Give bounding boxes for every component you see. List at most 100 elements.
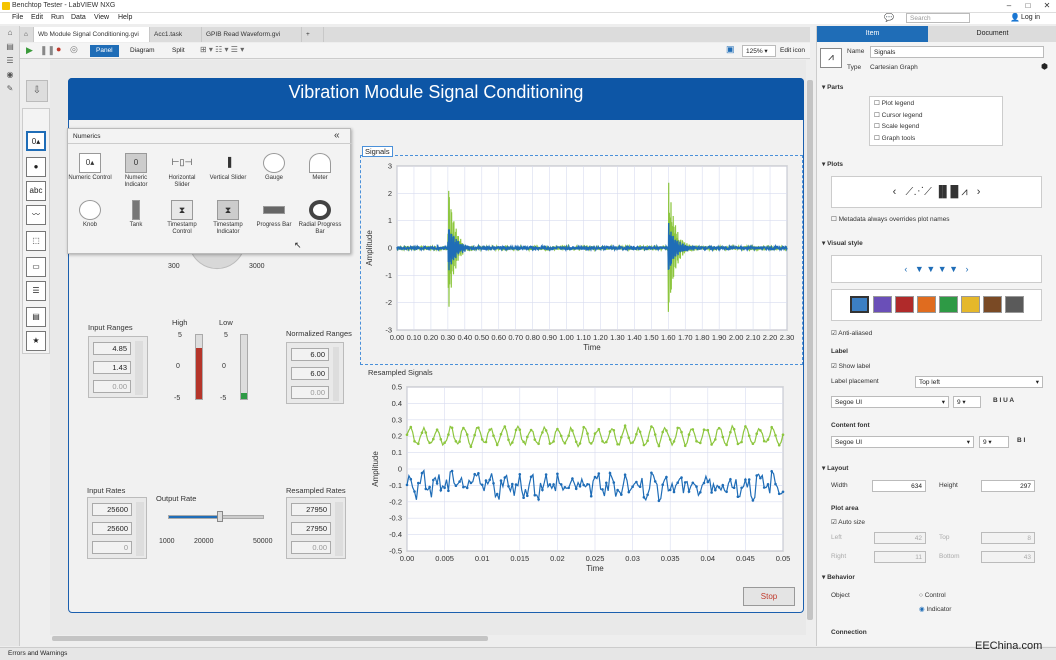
array-element[interactable]: 1.43 xyxy=(93,361,131,374)
collapse-icon[interactable]: « xyxy=(334,130,340,141)
label-font-select[interactable]: Segoe UI ▾ xyxy=(831,396,949,408)
menu-view[interactable]: View xyxy=(94,14,110,21)
panel-button[interactable]: Panel xyxy=(90,45,119,57)
numeric-category-icon[interactable]: 0▴ xyxy=(26,131,46,151)
timestamp-control-item[interactable]: ⧗ Timestamp Control xyxy=(160,200,204,236)
content-size-select[interactable]: 9 ▾ xyxy=(979,436,1009,448)
height-field[interactable]: 297 xyxy=(981,480,1035,492)
string-category-icon[interactable]: abc xyxy=(26,181,46,201)
tab-item[interactable]: Item xyxy=(817,26,928,42)
high-slider-track[interactable] xyxy=(195,334,203,400)
align-icon[interactable]: ⊞ ▾ ☷ ▾ ☰ ▾ xyxy=(200,45,245,54)
table-category-icon[interactable]: ☰ xyxy=(26,281,46,301)
stop-button[interactable]: Stop xyxy=(743,587,795,606)
color-swatch[interactable] xyxy=(850,296,869,313)
section-visual-style[interactable]: ▾ Visual style xyxy=(822,240,863,247)
tab-module[interactable]: Wb Module Signal Conditioning.gvi ✕ xyxy=(34,27,150,53)
array-element[interactable]: 25600 xyxy=(92,522,132,535)
home-tab-icon[interactable]: ⌂ xyxy=(20,27,34,42)
show-label-checkbox[interactable]: ☑ Show label xyxy=(831,363,871,370)
normalized-ranges-array[interactable]: 6.00 6.00 0.00 xyxy=(286,342,344,404)
new-tab-button[interactable]: + xyxy=(302,27,324,42)
menu-help[interactable]: Help xyxy=(118,14,133,21)
content-bold-button[interactable]: B I xyxy=(1017,437,1026,444)
width-field[interactable]: 634 xyxy=(872,480,926,492)
color-swatch[interactable] xyxy=(917,296,936,313)
resampled-rates-array[interactable]: 27950 27950 0.00 xyxy=(286,497,346,559)
stack-icon[interactable]: ☰ xyxy=(6,56,14,65)
zoom-select[interactable]: 125% ▾ xyxy=(742,45,776,57)
array-element[interactable]: 25600 xyxy=(92,503,132,516)
array-scrollbar[interactable] xyxy=(335,502,343,556)
auto-size-checkbox[interactable]: ☑ Auto size xyxy=(831,519,866,526)
section-parts[interactable]: ▾ Parts xyxy=(822,84,844,91)
tools-icon[interactable]: ✎ xyxy=(6,84,14,93)
line-style-carousel[interactable]: ‹ ▼ ▼ ▼ ▼ › xyxy=(831,255,1042,283)
decoration-category-icon[interactable]: ★ xyxy=(26,331,46,351)
bold-button[interactable]: B I U A xyxy=(993,397,1015,404)
color-swatch[interactable] xyxy=(873,296,892,313)
knob-item[interactable]: Knob xyxy=(68,200,112,229)
array-scrollbar[interactable] xyxy=(135,341,143,395)
container-category-icon[interactable]: ⬚ xyxy=(26,231,46,251)
edit-icon-button[interactable]: Edit icon xyxy=(780,47,805,54)
input-rates-array[interactable]: 25600 25600 0 xyxy=(87,497,147,559)
document-icon[interactable]: ▤ xyxy=(6,42,14,51)
radial-progress-bar-item[interactable]: Radial Progress Bar xyxy=(298,200,342,236)
resampled-signals-graph[interactable]: 0.00 0.005 0.01 0.015 0.02 0.025 0.03 0.035 0.04… xyxy=(366,381,796,579)
search-input[interactable]: Search xyxy=(906,13,970,23)
menu-edit[interactable]: Edit xyxy=(31,14,44,21)
user-icon[interactable]: 👤 xyxy=(1010,13,1020,22)
gauge-item[interactable]: Gauge xyxy=(252,153,296,182)
canvas-horizontal-scrollbar[interactable] xyxy=(52,636,488,641)
label-placement-select[interactable]: Top left ▾ xyxy=(915,376,1043,388)
maximize-button[interactable]: □ xyxy=(1025,1,1031,10)
plot-style-carousel[interactable]: ‹ ⟋⋰⟋ ▐▌█ ⩘ › xyxy=(831,176,1042,208)
settings-icon[interactable]: ⬢ xyxy=(1041,62,1048,71)
timestamp-indicator-item[interactable]: ⧗ Timestamp Indicator xyxy=(206,200,250,236)
menu-run[interactable]: Run xyxy=(51,14,64,21)
anti-aliased-checkbox[interactable]: ☑ Anti-aliased xyxy=(831,330,873,337)
menu-data[interactable]: Data xyxy=(71,14,86,21)
io-category-icon[interactable]: ▤ xyxy=(26,307,46,327)
horizontal-slider-item[interactable]: ⊢▯⊣ Horizontal Slider xyxy=(168,157,196,188)
array-element[interactable]: 0.00 xyxy=(93,380,131,393)
numeric-indicator-item[interactable]: 0 Numeric Indicator xyxy=(114,153,158,189)
part-scale-legend[interactable]: ☐ Scale legend xyxy=(874,123,920,130)
signals-graph-selection[interactable] xyxy=(360,155,803,365)
color-swatch[interactable] xyxy=(983,296,1002,313)
pause-icon[interactable]: ❚❚ xyxy=(40,45,56,55)
vertical-slider-item[interactable]: ▐ Vertical Slider xyxy=(209,157,247,181)
split-button[interactable]: Split xyxy=(172,47,185,54)
section-behavior[interactable]: ▾ Behavior xyxy=(822,574,855,581)
chat-icon[interactable]: 💬 xyxy=(884,13,894,22)
low-slider-track[interactable] xyxy=(240,334,248,400)
name-field[interactable]: Signals xyxy=(870,46,1044,58)
meter-item[interactable]: Meter xyxy=(298,153,342,182)
tab-document[interactable]: Document xyxy=(928,26,1056,42)
section-layout[interactable]: ▾ Layout xyxy=(822,465,849,472)
content-font-select[interactable]: Segoe UI ▾ xyxy=(831,436,974,448)
tab-acc1[interactable]: Acc1.task xyxy=(150,27,202,42)
list-category-icon[interactable]: ▭ xyxy=(26,257,46,277)
output-rate-track[interactable] xyxy=(168,515,264,519)
output-rate-thumb[interactable] xyxy=(216,511,223,522)
part-graph-tools[interactable]: ☐ Graph tools xyxy=(874,135,916,142)
highlight-icon[interactable]: ◎ xyxy=(70,44,78,54)
bottom-field[interactable]: 43 xyxy=(981,551,1035,563)
indicator-radio[interactable]: ◉ Indicator xyxy=(919,606,952,613)
tank-item[interactable]: Tank xyxy=(114,200,158,229)
canvas-vertical-scrollbar[interactable] xyxy=(807,80,813,620)
array-element[interactable]: 4.85 xyxy=(93,342,131,355)
section-plots[interactable]: ▾ Plots xyxy=(822,161,843,168)
graph-category-icon[interactable]: 〰 xyxy=(26,205,46,225)
left-field[interactable]: 42 xyxy=(874,532,926,544)
array-element[interactable]: 0 xyxy=(92,541,132,554)
login-link[interactable]: Log in xyxy=(1021,14,1041,21)
minimize-button[interactable]: – xyxy=(1006,1,1012,10)
input-ranges-array[interactable]: 4.85 1.43 0.00 xyxy=(88,336,148,398)
progress-bar-item[interactable]: Progress Bar xyxy=(252,200,296,229)
top-field[interactable]: 8 xyxy=(981,532,1035,544)
control-radio[interactable]: ○ Control xyxy=(919,592,946,599)
array-scrollbar[interactable] xyxy=(136,502,144,556)
